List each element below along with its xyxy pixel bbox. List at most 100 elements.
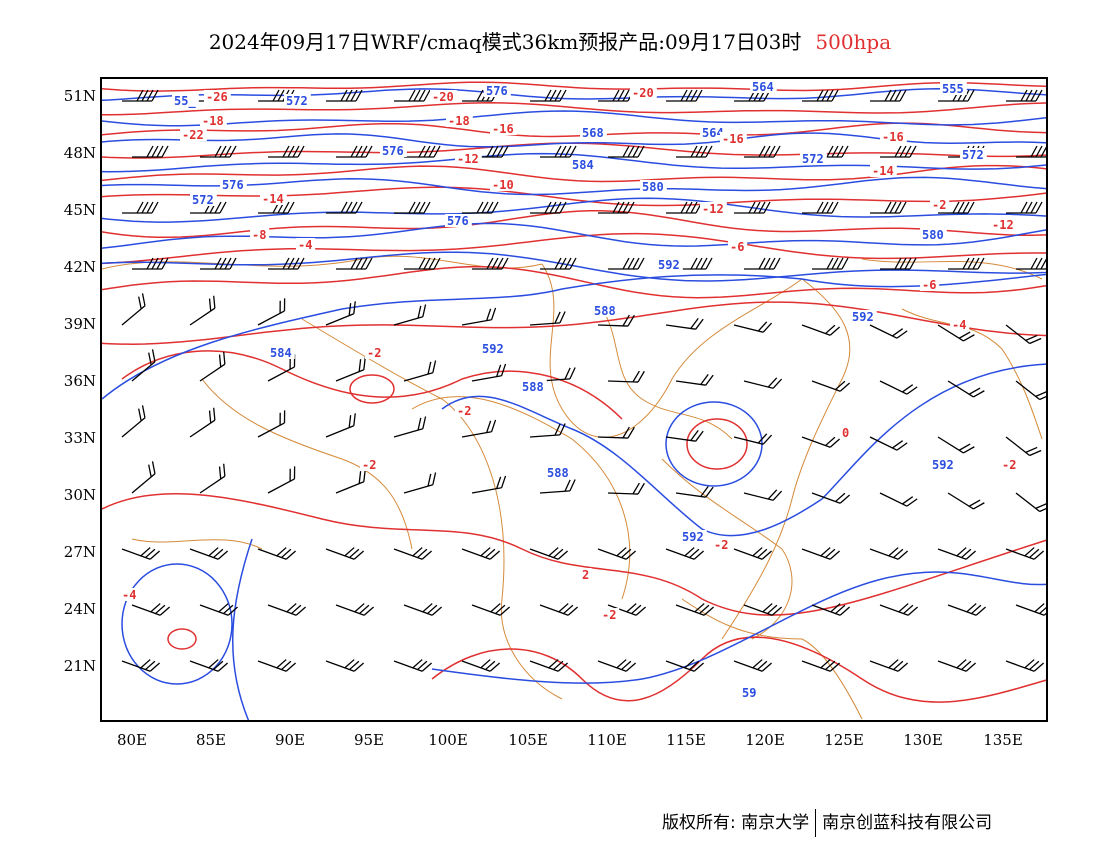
height-contour-label: 572 <box>286 94 308 108</box>
temperature-contour-label: -16 <box>492 122 514 136</box>
wind-barb <box>257 410 286 438</box>
wind-barb <box>335 603 375 616</box>
wind-barb <box>472 257 509 270</box>
wind-barb <box>1015 603 1046 616</box>
height-contour-line <box>102 88 1046 102</box>
wind-barb <box>325 659 365 672</box>
temperature-contour-line <box>102 232 1046 265</box>
temperature-contour-label: -20 <box>432 90 454 104</box>
wind-barb <box>801 659 841 672</box>
height-contour-label: 580 <box>642 180 664 194</box>
temperature-contour-line <box>102 186 1046 207</box>
temperature-contour-label: -18 <box>448 114 470 128</box>
wind-barb <box>461 659 501 672</box>
wind-barb <box>268 257 305 270</box>
temperature-contour-label: -10 <box>492 178 514 192</box>
temperature-contour-label: -26 <box>206 90 228 104</box>
temperature-contour-label: -2 <box>367 346 381 360</box>
contour-labels: 55_ 555 572 576 564 568 564 572 576 572 576 576 580 5… <box>120 80 1020 700</box>
boundary-line <box>201 378 413 550</box>
wind-barb <box>665 430 704 442</box>
wind-barb <box>947 380 985 398</box>
wind-barb <box>199 603 239 616</box>
wind-barb <box>607 603 647 616</box>
weather-map: 55_ 555 572 576 564 568 564 572 576 572 576 576 580 5… <box>100 77 1048 722</box>
wind-barb <box>121 547 161 560</box>
lat-label-21n: 21N <box>63 657 96 675</box>
wind-barb <box>257 659 297 672</box>
wind-barb <box>879 380 918 395</box>
wind-barb <box>675 374 714 386</box>
temperature-contour-loop <box>167 628 197 650</box>
boundary-line <box>861 258 1043 280</box>
wind-barb <box>937 436 975 454</box>
wind-barb <box>267 466 296 494</box>
wind-barb <box>870 201 907 214</box>
wind-barb <box>801 547 841 560</box>
wind-barb <box>326 201 363 214</box>
wind-barb <box>947 492 985 510</box>
wind-barb <box>529 423 566 438</box>
height-contour-label: 576 <box>486 84 508 98</box>
wind-barb <box>869 547 909 560</box>
temperature-contour-loop <box>686 418 748 470</box>
wind-barb <box>336 257 373 270</box>
wind-barb <box>1005 324 1042 345</box>
lon-label-120e: 120E <box>745 731 785 749</box>
temperature-contour-label: -8 <box>252 228 266 242</box>
wind-barb <box>811 380 851 392</box>
lat-label-27n: 27N <box>63 543 96 561</box>
height-contour-label: 592 <box>658 258 680 272</box>
boundary-line <box>901 308 1043 440</box>
wind-barb <box>335 469 366 494</box>
wind-barb <box>676 145 713 158</box>
lon-label-95e: 95E <box>353 731 385 749</box>
lon-label-135e: 135E <box>983 731 1023 749</box>
wind-barb <box>869 659 909 672</box>
wind-barb <box>132 257 169 270</box>
wind-barb <box>733 321 773 333</box>
height-contour-label: 592 <box>682 530 704 544</box>
wind-barb <box>937 659 977 672</box>
wind-barb <box>403 603 443 616</box>
lat-label-39n: 39N <box>63 315 96 333</box>
boundary-line <box>411 396 631 600</box>
lon-label-110e: 110E <box>587 731 627 749</box>
wind-barb <box>802 201 839 214</box>
wind-barb <box>539 603 579 616</box>
geographic-boundaries <box>102 255 1043 720</box>
wind-barb <box>880 257 917 270</box>
wind-barb <box>744 257 781 270</box>
wind-barb <box>743 377 783 389</box>
wind-barb <box>665 318 704 330</box>
temperature-contour-line <box>431 636 1046 703</box>
wind-barb <box>471 603 511 616</box>
temperature-contour-line <box>121 350 623 420</box>
wind-barb <box>675 603 715 616</box>
height-contour-label: 564 <box>702 126 724 140</box>
map-canvas: 55_ 555 572 576 564 568 564 572 576 572 576 576 580 5… <box>102 80 1046 720</box>
lat-label-24n: 24N <box>63 600 96 618</box>
temperature-contour-label: 0 <box>842 426 849 440</box>
wind-barb <box>471 475 507 494</box>
temperature-contours <box>102 81 1046 703</box>
temperature-contour-label: -6 <box>922 278 936 292</box>
wind-barb <box>200 257 237 270</box>
wind-barb <box>131 461 156 494</box>
boundary-line <box>301 318 563 700</box>
wind-barb <box>121 659 161 672</box>
wind-barb <box>598 201 635 214</box>
height-contour-label: 576 <box>447 214 469 228</box>
wind-barb <box>937 547 977 560</box>
company-name: 南京创蓝科技有限公司 <box>822 813 993 833</box>
wind-barb <box>675 486 714 498</box>
temperature-contour-label: -2 <box>602 608 616 622</box>
wind-barb <box>462 201 499 214</box>
height-contour-label: 584 <box>270 346 292 360</box>
lon-label-125e: 125E <box>824 731 864 749</box>
wind-barb <box>666 201 703 214</box>
wind-barb <box>268 145 305 158</box>
wind-barb <box>189 659 229 672</box>
wind-barb <box>597 314 635 327</box>
wind-barb <box>394 201 431 214</box>
